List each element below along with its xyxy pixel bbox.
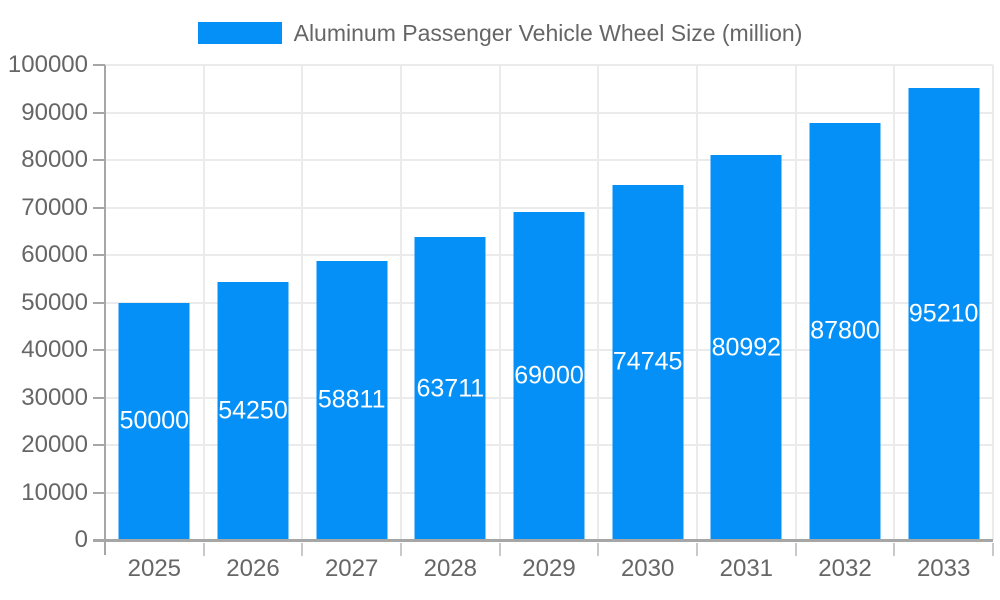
bar-2026[interactable]: 54250	[217, 282, 289, 540]
x-axis-label-2025: 2025	[127, 555, 182, 582]
x-axis-label-2026: 2026	[226, 555, 280, 582]
y-axis-tick	[93, 491, 105, 494]
gridline-horizontal	[105, 64, 993, 66]
x-axis-label-2028: 2028	[423, 555, 478, 582]
y-axis-tick	[93, 206, 105, 209]
gridline-vertical	[695, 65, 698, 540]
y-axis-tick	[93, 159, 105, 161]
bar-2028[interactable]: 63711	[414, 237, 486, 540]
y-axis-tick	[93, 539, 105, 541]
x-axis-tick	[202, 543, 205, 556]
gridline-horizontal	[105, 159, 993, 161]
y-axis-label: 10000	[21, 478, 88, 506]
bar-2029[interactable]: 69000	[513, 212, 585, 540]
x-axis-label-2029: 2029	[522, 555, 576, 582]
gridline-vertical	[597, 65, 600, 540]
y-axis-tick	[93, 301, 105, 304]
x-axis-label-2027: 2027	[324, 555, 379, 582]
y-axis-tick	[93, 349, 105, 351]
y-axis-tick	[93, 444, 105, 446]
x-axis-labels: 2025 2026 2027 2028 2029 2030 2031 2032 2033	[0, 554, 1000, 586]
legend-label: Aluminum Passenger Vehicle Wheel Size (m…	[293, 19, 803, 46]
y-axis-label: 70000	[21, 193, 88, 221]
gridline-horizontal	[105, 111, 993, 114]
bar-value-label: 87800	[810, 316, 880, 345]
gridline-vertical	[202, 65, 205, 540]
gridline-horizontal	[105, 206, 993, 209]
y-axis-label: 20000	[21, 431, 88, 458]
x-axis-tick	[400, 543, 402, 556]
bar-value-label: 54250	[218, 396, 288, 425]
x-axis-tick	[893, 543, 896, 556]
x-axis-label-2030: 2030	[620, 555, 675, 582]
y-axis-label: 100000	[7, 51, 88, 78]
y-axis-label: 80000	[21, 146, 88, 173]
bar-2031[interactable]: 80992	[710, 155, 782, 540]
y-axis-line	[104, 65, 106, 555]
x-axis-tick	[301, 543, 304, 556]
x-axis-tick	[992, 543, 994, 556]
bar-2025[interactable]: 50000	[118, 302, 190, 540]
y-axis-tick	[93, 111, 105, 114]
gridline-vertical	[301, 65, 304, 540]
y-axis-tick	[93, 64, 105, 66]
x-axis-tick	[597, 543, 600, 556]
gridline-vertical	[399, 65, 402, 540]
y-axis-label: 30000	[21, 383, 88, 411]
y-axis-label: 60000	[21, 241, 88, 268]
bar-value-label: 80992	[711, 333, 782, 362]
gridline-vertical	[498, 65, 501, 540]
bar-2032[interactable]: 87800	[809, 122, 881, 540]
bar-2030[interactable]: 74745	[612, 184, 684, 540]
bar-value-label: 50000	[119, 406, 190, 435]
bar-value-label: 74745	[612, 347, 683, 376]
x-axis-label-2031: 2031	[719, 555, 774, 582]
y-axis-label: 0	[74, 526, 88, 553]
x-axis-tick	[794, 543, 797, 556]
bar-2033[interactable]: 95210	[908, 87, 980, 540]
legend-swatch-icon	[197, 22, 282, 44]
y-axis-label: 90000	[21, 98, 88, 126]
y-axis-tick	[93, 254, 105, 256]
x-axis-tick	[498, 543, 501, 556]
bar-value-label: 69000	[514, 361, 584, 390]
x-axis-label-2032: 2032	[818, 555, 872, 582]
gridline-vertical	[794, 65, 797, 540]
bar-value-label: 95210	[908, 299, 979, 328]
x-axis-line	[93, 539, 993, 542]
x-axis-label-2033: 2033	[916, 555, 971, 582]
gridline-vertical	[992, 65, 994, 540]
y-axis-tick	[93, 396, 105, 399]
gridline-vertical	[893, 65, 896, 540]
bar-value-label: 63711	[416, 374, 485, 403]
plot-area: 50000 54250 58811 63711 69000 74745 80992 87800…	[105, 64, 994, 540]
bar-2027[interactable]: 58811	[316, 260, 388, 540]
x-axis-tick	[696, 543, 698, 556]
y-axis-label: 50000	[21, 288, 88, 316]
bar-value-label: 58811	[317, 385, 386, 414]
legend[interactable]: Aluminum Passenger Vehicle Wheel Size (m…	[0, 18, 1000, 48]
y-axis-label: 40000	[21, 336, 88, 363]
